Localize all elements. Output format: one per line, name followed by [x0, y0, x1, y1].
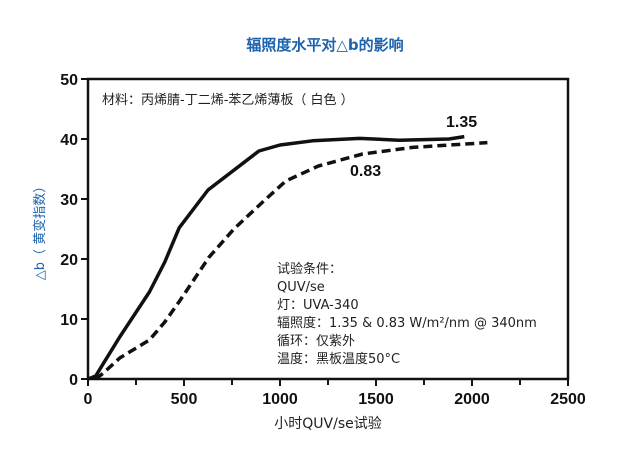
x-axis-label: 小时QUV/se试验 [274, 416, 381, 432]
condition-line: 循环：仅紫外 [277, 334, 355, 349]
x-tick-label: 2500 [550, 391, 586, 408]
y-tick-label: 50 [60, 72, 78, 89]
test-conditions: 试验条件： QUV/se 灯：UVA-340 辐照度：1.35 & 0.83 W… [277, 261, 537, 367]
x-tick-label: 500 [171, 391, 198, 408]
series-label-0-83: 0.83 [350, 163, 381, 180]
y-tick-label: 10 [60, 312, 78, 329]
x-tick-label: 1000 [262, 391, 298, 408]
series-line-0-83 [94, 140, 488, 381]
axis-ticks: 0 500 1000 1500 2000 2500 0 10 20 30 40 50 [60, 72, 586, 408]
chart-title: 辐照度水平对△b的影响 [246, 36, 403, 54]
y-tick-label: 0 [69, 372, 78, 389]
condition-line: 辐照度：1.35 & 0.83 W/m²/nm @ 340nm [277, 315, 537, 331]
condition-line: 试验条件： [277, 261, 342, 277]
series-line-1-35 [87, 134, 465, 381]
condition-line: 灯：UVA-340 [277, 298, 359, 313]
x-tick-label: 2000 [454, 391, 490, 408]
x-tick-label: 0 [84, 391, 93, 408]
series-group [87, 134, 488, 381]
condition-line: QUV/se [277, 280, 325, 295]
series-label-1-35: 1.35 [446, 114, 477, 131]
material-note: 材料：丙烯腈-丁二烯-苯乙烯薄板（ 白色 ） [102, 92, 354, 108]
condition-line: 温度：黑板温度50°C [277, 351, 400, 367]
y-tick-label: 30 [60, 192, 78, 209]
y-tick-label: 40 [60, 132, 78, 149]
x-tick-label: 1500 [358, 391, 394, 408]
y-tick-label: 20 [60, 252, 78, 269]
y-axis-label: △b（ 黄变指数） [32, 180, 48, 280]
